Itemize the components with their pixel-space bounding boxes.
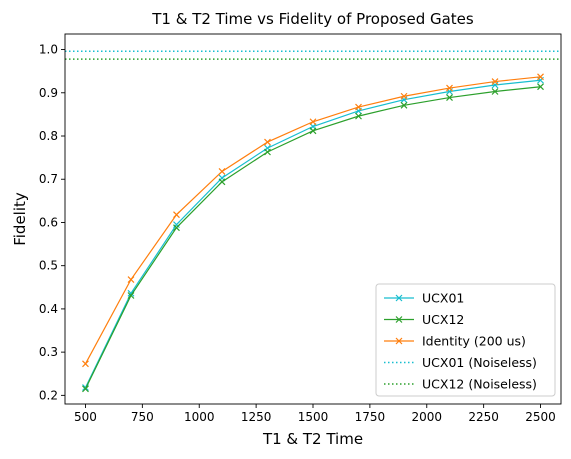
chart-title: T1 & T2 Time vs Fidelity of Proposed Gat… — [151, 10, 474, 28]
y-tick-label-2: 0.4 — [39, 302, 58, 316]
x-tick-label-6: 2000 — [411, 410, 442, 424]
data-point-2-0 — [82, 360, 89, 368]
data-point-1-0 — [82, 385, 89, 393]
data-point-1-8 — [446, 94, 453, 101]
data-point-2-2 — [173, 211, 180, 219]
data-point-1-4 — [264, 148, 271, 156]
data-point-2-8 — [446, 84, 453, 92]
data-point-1-3 — [218, 178, 226, 186]
x-axis-title: T1 & T2 Time — [262, 430, 363, 448]
data-point-1-6 — [355, 112, 362, 120]
legend-marker-1 — [395, 316, 403, 323]
legend-marker-0 — [395, 294, 403, 302]
data-point-0-1 — [127, 289, 135, 297]
x-tick-label-8: 2500 — [525, 410, 556, 424]
y-tick-label-1: 0.3 — [39, 345, 58, 359]
legend-label-1: UCX12 — [422, 312, 464, 327]
x-tick-label-1: 750 — [131, 410, 154, 424]
x-tick-label-7: 2250 — [468, 410, 499, 424]
legend-label-3: UCX01 (Noiseless) — [422, 355, 537, 370]
data-point-2-3 — [218, 168, 226, 175]
y-tick-label-6: 0.8 — [39, 129, 58, 143]
data-point-1-5 — [309, 127, 317, 135]
plot-area: 500 750 1000 1250 1500 1750 2000 2250 2500 0.2 0.3… — [39, 33, 562, 424]
data-point-1-1 — [127, 292, 135, 299]
x-tick-label-4: 1500 — [298, 410, 329, 424]
data-point-2-6 — [355, 103, 362, 111]
data-point-2-5 — [309, 118, 317, 126]
data-point-1-10 — [537, 83, 544, 91]
x-tick-label-2: 1000 — [184, 410, 215, 424]
y-tick-label-5: 0.7 — [39, 172, 58, 186]
legend-label-2: Identity (200 us) — [422, 334, 526, 349]
y-tick-label-0: 0.2 — [39, 388, 58, 402]
x-tick-label-5: 1750 — [355, 410, 386, 424]
data-point-2-9 — [491, 78, 499, 85]
legend-label-0: UCX01 — [422, 291, 464, 306]
data-point-0-2 — [173, 221, 180, 229]
data-point-2-4 — [264, 138, 271, 146]
x-tick-label-0: 500 — [74, 410, 97, 424]
data-point-1-9 — [491, 88, 499, 95]
legend-box — [375, 283, 556, 397]
data-point-2-1 — [127, 276, 135, 283]
y-axis-title: Fidelity — [11, 192, 29, 246]
y-tick-label-4: 0.6 — [39, 215, 58, 229]
data-point-2-7 — [400, 92, 408, 100]
legend-label-4: UCX12 (Noiseless) — [422, 377, 537, 392]
y-tick-label-3: 0.5 — [39, 259, 58, 273]
x-tick-label-3: 1250 — [241, 410, 272, 424]
y-tick-label-7: 0.9 — [39, 86, 58, 100]
legend-marker-2 — [395, 337, 403, 345]
data-point-1-7 — [400, 101, 408, 109]
y-tick-label-8: 1.0 — [39, 43, 58, 57]
data-point-2-10 — [537, 73, 544, 81]
data-point-1-2 — [173, 224, 180, 232]
legend: UCX01 UCX12 Identity (200 us) UCX01 (Noisel… — [375, 283, 556, 397]
